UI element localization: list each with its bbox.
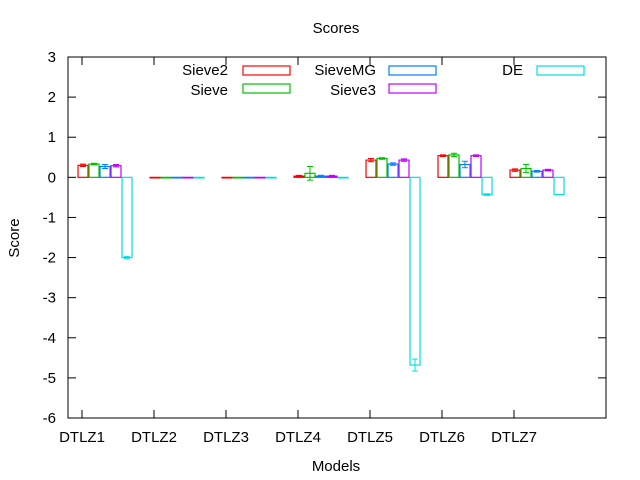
legend-item-sieve2: Sieve2 xyxy=(182,62,291,79)
series-sieve2 xyxy=(77,154,521,179)
bar xyxy=(88,163,100,178)
bar xyxy=(149,176,161,179)
y-tick-label: 0 xyxy=(48,169,56,186)
legend-swatch xyxy=(388,83,437,94)
bar xyxy=(232,176,244,179)
x-tick-label: DTLZ3 xyxy=(203,429,249,446)
y-axis-title: Score xyxy=(6,218,23,257)
y-tick-label: -3 xyxy=(43,290,56,307)
bar xyxy=(160,176,172,179)
y-tick-label: 1 xyxy=(48,129,56,146)
legend-item-sieve: Sieve xyxy=(190,82,291,99)
bar xyxy=(448,154,460,178)
x-tick-label: DTLZ1 xyxy=(59,429,105,446)
legend-item-de: DE xyxy=(502,62,585,79)
x-tick-label: DTLZ2 xyxy=(131,429,177,446)
bar xyxy=(437,155,449,178)
legend: Sieve2 Sieve SieveMG Sieve3 DE xyxy=(182,62,585,99)
plot-border xyxy=(67,56,607,419)
y-tick-label: 3 xyxy=(48,49,56,66)
series-sieve xyxy=(88,152,532,181)
legend-label: SieveMG xyxy=(314,62,376,79)
x-axis-title: Models xyxy=(312,458,360,475)
chart-title: Scores xyxy=(313,20,360,37)
bar xyxy=(365,159,377,178)
x-tick-label: DTLZ4 xyxy=(275,429,321,446)
bar xyxy=(243,176,255,179)
y-tick-label: -1 xyxy=(43,209,56,226)
legend-label: Sieve xyxy=(190,82,228,99)
series-sievemg xyxy=(99,160,543,179)
bar xyxy=(481,176,493,196)
legend-label: Sieve3 xyxy=(330,82,376,99)
y-tick-label: 2 xyxy=(48,89,56,106)
bar xyxy=(376,157,388,178)
y-tick-label: -5 xyxy=(43,370,56,387)
legend-item-sievemg: SieveMG xyxy=(314,62,437,79)
legend-swatch xyxy=(242,83,291,94)
series-de xyxy=(121,176,565,372)
bar xyxy=(171,176,183,179)
legend-label: Sieve2 xyxy=(182,62,228,79)
bar xyxy=(470,155,482,178)
series-sieve3 xyxy=(110,154,554,179)
legend-label: DE xyxy=(502,62,523,79)
x-tick-label: DTLZ6 xyxy=(419,429,465,446)
bar xyxy=(398,159,410,178)
legend-swatch xyxy=(242,65,291,76)
y-tick-label: -2 xyxy=(43,250,56,267)
y-tick-label: -4 xyxy=(43,330,56,347)
legend-swatch xyxy=(536,65,585,76)
bar xyxy=(409,176,421,366)
bar xyxy=(77,164,89,178)
bar xyxy=(193,176,205,179)
bar xyxy=(221,176,233,179)
bar xyxy=(121,176,133,259)
bar xyxy=(265,176,277,179)
y-tick-label: -6 xyxy=(43,410,56,427)
bar xyxy=(387,163,399,178)
bar xyxy=(553,176,565,196)
plot-area xyxy=(77,152,565,372)
bar xyxy=(254,176,266,179)
x-tick-label: DTLZ7 xyxy=(491,429,537,446)
legend-item-sieve3: Sieve3 xyxy=(330,82,437,99)
bar xyxy=(337,176,349,179)
x-tick-label: DTLZ5 xyxy=(347,429,393,446)
bar xyxy=(110,165,122,178)
legend-swatch xyxy=(388,65,437,76)
bar xyxy=(182,176,194,179)
